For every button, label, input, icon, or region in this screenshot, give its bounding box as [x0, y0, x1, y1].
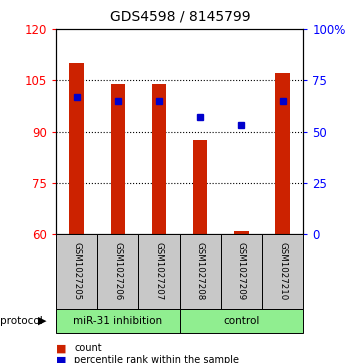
Text: GDS4598 / 8145799: GDS4598 / 8145799 [110, 9, 251, 23]
Text: ■: ■ [56, 355, 66, 363]
Text: ■: ■ [56, 343, 66, 354]
Bar [234, 231, 249, 234]
Text: protocol: protocol [0, 316, 43, 326]
Text: GSM1027207: GSM1027207 [155, 242, 164, 301]
Text: GSM1027206: GSM1027206 [113, 242, 122, 301]
Text: GSM1027208: GSM1027208 [196, 242, 205, 301]
Text: GSM1027210: GSM1027210 [278, 242, 287, 301]
Text: percentile rank within the sample: percentile rank within the sample [74, 355, 239, 363]
Bar [152, 84, 166, 234]
Text: ▶: ▶ [38, 316, 47, 326]
Bar [69, 63, 84, 234]
Text: control: control [223, 316, 260, 326]
Bar [110, 84, 125, 234]
Text: count: count [74, 343, 102, 354]
Text: GSM1027209: GSM1027209 [237, 242, 246, 301]
Text: GSM1027205: GSM1027205 [72, 242, 81, 301]
Bar [275, 73, 290, 234]
Bar [193, 140, 208, 234]
Text: miR-31 inhibition: miR-31 inhibition [73, 316, 162, 326]
